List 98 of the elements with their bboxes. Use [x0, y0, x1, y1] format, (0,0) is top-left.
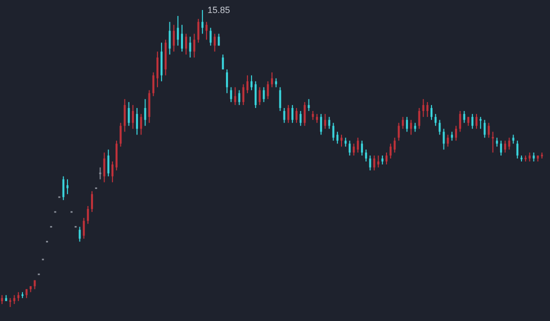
- candlestick: [246, 74, 248, 94]
- candlestick: [99, 166, 102, 180]
- candlestick: [287, 104, 290, 124]
- candlestick: [365, 149, 368, 162]
- candlestick: [279, 86, 282, 112]
- candlestick: [369, 155, 372, 171]
- candlestick: [283, 108, 286, 124]
- candlestick: [144, 98, 146, 126]
- candlestick: [332, 122, 334, 142]
- candlestick: [398, 122, 400, 142]
- candlestick: [238, 90, 240, 106]
- candlestick: [324, 113, 326, 130]
- candlestick: [160, 42, 163, 82]
- candlestick: [434, 113, 437, 126]
- candlestick: [156, 51, 158, 88]
- candlestick: [406, 116, 408, 132]
- candlestick: [78, 226, 81, 242]
- candlestick: [402, 116, 404, 130]
- candlestick: [480, 116, 482, 130]
- candlestick: [386, 152, 388, 165]
- candlestick: [152, 72, 154, 97]
- candlestick: [128, 102, 130, 126]
- candlestick: [226, 68, 228, 94]
- candlestick: [120, 122, 122, 148]
- candlestick: [484, 119, 486, 138]
- candlestick: [475, 113, 478, 130]
- candlestick: [426, 102, 428, 118]
- candlestick: [210, 27, 212, 46]
- candlestick: [132, 104, 134, 130]
- candlestick: [214, 33, 216, 52]
- candlestick: [262, 86, 265, 103]
- candlestick: [492, 131, 494, 154]
- candlestick: [180, 24, 183, 52]
- candlestick: [373, 155, 376, 171]
- candlestick: [91, 190, 94, 212]
- candlestick: [340, 134, 343, 148]
- candlestick: [500, 140, 502, 156]
- candlestick: [66, 178, 68, 195]
- candlestick: [352, 143, 355, 156]
- candlestick: [148, 90, 150, 124]
- candlestick: [459, 110, 462, 132]
- candlestick: [348, 140, 351, 156]
- candlestick: [82, 217, 85, 240]
- candlestick: [103, 152, 106, 183]
- candlestick: [291, 104, 294, 124]
- candlestick: [197, 18, 200, 44]
- candlestick: [328, 116, 330, 130]
- candlestick: [168, 21, 171, 56]
- candlestick: [442, 128, 445, 150]
- candlestick: [62, 176, 64, 201]
- candlestick: [136, 108, 138, 136]
- candlestick: [116, 140, 118, 171]
- candlestick: [438, 119, 441, 136]
- candlestick: [111, 160, 114, 183]
- candlestick: [230, 86, 232, 103]
- candlestick: [176, 15, 179, 46]
- annotation: 15.85: [207, 5, 230, 16]
- candlestick: [266, 80, 269, 100]
- candlestick: [488, 122, 490, 138]
- candlestick: [254, 80, 257, 109]
- candlestick: [304, 102, 306, 126]
- candlestick: [234, 86, 236, 106]
- candlestick: [516, 140, 518, 159]
- candlestick: [463, 110, 466, 124]
- candlestick: [201, 10, 204, 34]
- candlestick: [124, 98, 126, 132]
- candlestick: [107, 149, 110, 177]
- candlestick: [242, 84, 244, 106]
- candlestick: [270, 72, 273, 88]
- candlestick: [360, 140, 363, 156]
- candlestick: [356, 137, 359, 154]
- candlestick: [250, 74, 253, 91]
- candlestick: [206, 21, 208, 40]
- candlestick: [296, 108, 298, 124]
- candlestick: [377, 155, 380, 168]
- candlestick: [455, 125, 458, 142]
- candlestick: [86, 206, 89, 224]
- candlestick: [504, 140, 506, 154]
- candlestick: [410, 119, 412, 136]
- candlestick: [140, 113, 142, 136]
- candlestick: [193, 33, 196, 58]
- candlestick: [394, 137, 396, 154]
- candlestick: [320, 113, 322, 136]
- candlestick: [300, 110, 302, 126]
- candlestick: [390, 143, 392, 159]
- candlestick: [422, 98, 424, 118]
- candlestick: [189, 36, 192, 58]
- candlestick: [308, 98, 310, 112]
- candlestick: [418, 108, 420, 130]
- candlestick: [172, 24, 175, 52]
- candlestick: [471, 113, 474, 130]
- candlestick: [430, 104, 432, 120]
- candlestick: [336, 131, 338, 144]
- candlestick: [446, 134, 449, 148]
- candlestick: [185, 33, 188, 56]
- candlestick: [258, 86, 261, 106]
- candlestick: [508, 137, 510, 150]
- candlestick: [222, 54, 224, 70]
